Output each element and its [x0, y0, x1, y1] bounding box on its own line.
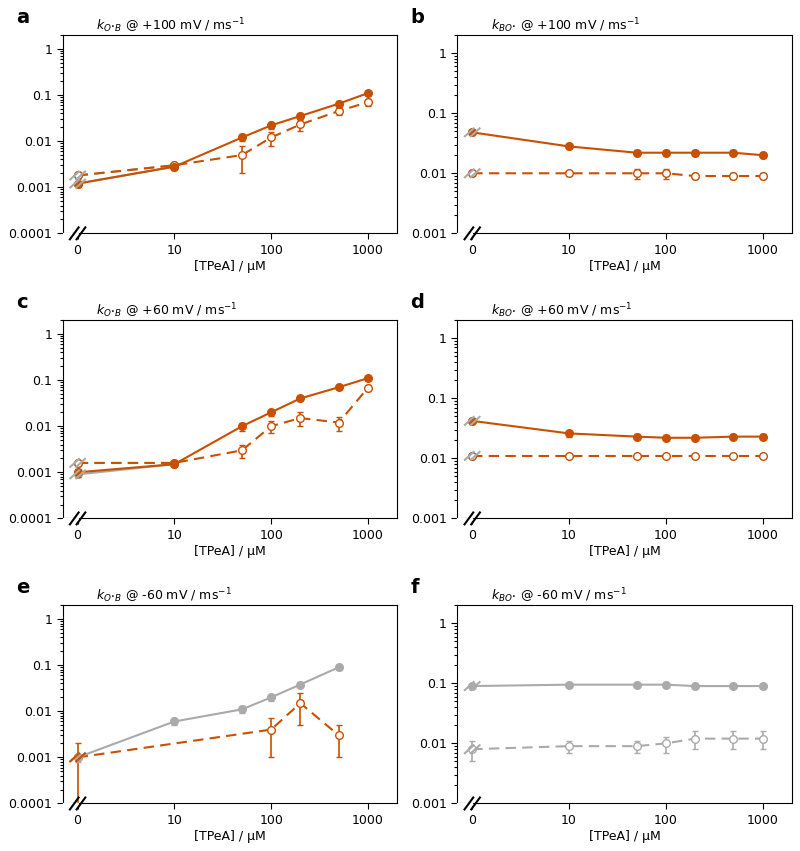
Text: d: d — [410, 293, 424, 312]
X-axis label: [TPeA] / μM: [TPeA] / μM — [589, 260, 660, 272]
Text: $k_{BO^{\bullet}}$ @ -60 mV / ms$^{-1}$: $k_{BO^{\bullet}}$ @ -60 mV / ms$^{-1}$ — [490, 586, 626, 605]
Text: $k_{O^{\bullet}B}$ @ -60 mV / ms$^{-1}$: $k_{O^{\bullet}B}$ @ -60 mV / ms$^{-1}$ — [96, 586, 232, 605]
X-axis label: [TPeA] / μM: [TPeA] / μM — [194, 545, 266, 557]
Text: $k_{BO^{\bullet}}$ @ +100 mV / ms$^{-1}$: $k_{BO^{\bullet}}$ @ +100 mV / ms$^{-1}$ — [490, 16, 640, 35]
Bar — [458, 233, 472, 236]
Text: a: a — [16, 9, 29, 27]
X-axis label: [TPeA] / μM: [TPeA] / μM — [194, 830, 266, 842]
Text: $k_{O^{\bullet}B}$ @ +60 mV / ms$^{-1}$: $k_{O^{\bullet}B}$ @ +60 mV / ms$^{-1}$ — [96, 301, 238, 320]
X-axis label: [TPeA] / μM: [TPeA] / μM — [589, 545, 660, 557]
Text: $k_{O^{\bullet}B}$ @ +100 mV / ms$^{-1}$: $k_{O^{\bullet}B}$ @ +100 mV / ms$^{-1}$ — [96, 16, 246, 35]
Text: e: e — [16, 578, 29, 597]
Bar — [62, 233, 78, 236]
Text: f: f — [410, 578, 419, 597]
Bar — [62, 803, 78, 805]
Bar — [458, 803, 472, 805]
Bar — [62, 518, 78, 521]
Text: c: c — [16, 293, 27, 312]
Bar — [458, 518, 472, 521]
Text: b: b — [410, 9, 424, 27]
X-axis label: [TPeA] / μM: [TPeA] / μM — [589, 830, 660, 842]
X-axis label: [TPeA] / μM: [TPeA] / μM — [194, 260, 266, 272]
Text: $k_{BO^{\bullet}}$ @ +60 mV / ms$^{-1}$: $k_{BO^{\bullet}}$ @ +60 mV / ms$^{-1}$ — [490, 301, 632, 320]
